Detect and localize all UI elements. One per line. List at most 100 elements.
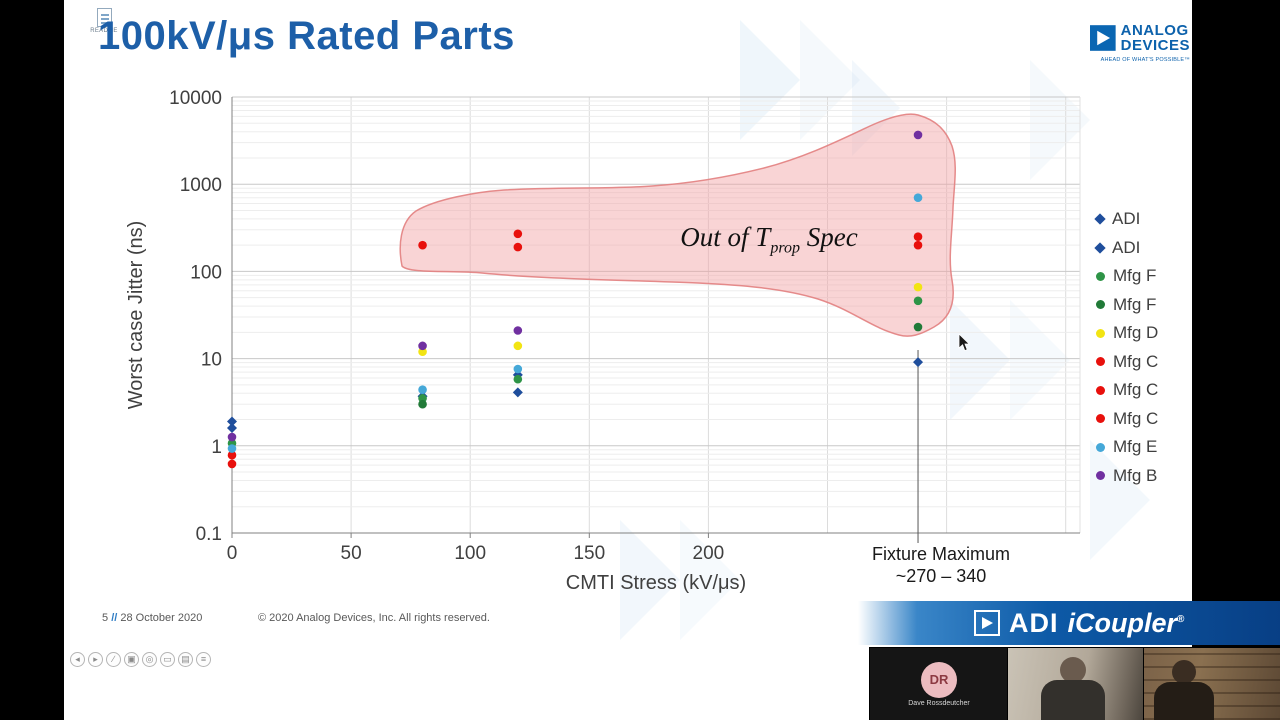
data-point (227, 416, 237, 427)
fixture-maximum-label: Fixture Maximum ~270 – 340 (852, 543, 1030, 587)
control-menu-button[interactable]: ≡ (196, 652, 211, 667)
control-zoom-button[interactable]: ◎ (142, 652, 157, 667)
x-tick-label: 150 (573, 543, 605, 564)
legend-marker (1094, 213, 1106, 225)
y-axis-label: Worst case Jitter (ns) (125, 221, 147, 410)
readme-shortcut[interactable]: README (82, 8, 126, 34)
legend-label: Mfg C (1113, 351, 1159, 371)
y-tick-label: 1000 (180, 175, 222, 196)
legend-label: Mfg C (1113, 408, 1159, 428)
data-point (418, 341, 427, 351)
control-notes-button[interactable]: ▤ (178, 652, 193, 667)
data-point (227, 423, 237, 434)
data-point (418, 385, 427, 394)
participant-tile-dr[interactable]: DR Dave Rossdeutcher (869, 647, 1009, 720)
page-number: 5 (102, 612, 109, 624)
legend-item-mfg-b: Mfg B (1096, 462, 1158, 491)
data-point (913, 193, 923, 203)
legend-marker (1096, 442, 1105, 452)
data-point (913, 232, 923, 241)
legend-label: ADI (1112, 209, 1141, 229)
chart-data-points (227, 130, 924, 469)
x-tick-label: 200 (693, 543, 725, 564)
legend-marker (1096, 300, 1105, 310)
control-highlighter-button[interactable]: ▣ (124, 652, 139, 667)
x-tick-label: 0 (227, 543, 238, 564)
legend-item-adi: ADI (1094, 205, 1158, 234)
chart-axes: 0 50 100 150 200 10000 1000 100 10 1 0.1 (169, 88, 724, 564)
webcam-video-1[interactable] (1007, 647, 1145, 720)
data-point (227, 450, 237, 460)
presentation-slide: README 100kV/μs Rated Parts ANALOG DEVIC… (64, 0, 1192, 648)
data-point (227, 459, 237, 469)
data-point (513, 341, 523, 351)
legend-marker (1096, 414, 1105, 424)
control-pen-button[interactable]: ∕ (106, 652, 121, 667)
y-tick-label: 10000 (169, 88, 222, 109)
fixture-label-line2: ~270 – 340 (895, 566, 987, 586)
legend-label: Mfg C (1113, 380, 1159, 400)
data-point (513, 242, 523, 252)
icoupler-brand-bar: ADI iCoupler® (858, 601, 1280, 645)
data-point (913, 322, 923, 332)
data-point (513, 374, 523, 384)
y-tick-label: 1 (211, 437, 222, 458)
chart-legend: ADI ADI Mfg F Mfg F Mfg D Mfg C Mfg C Mfg C Mfg … (1094, 205, 1159, 491)
mouse-cursor (958, 333, 972, 352)
slide-footer-meta: 5 // 28 October 2020 (102, 612, 202, 624)
icoupler-product-text: iCoupler® (1068, 608, 1185, 639)
data-point (227, 432, 237, 442)
person-silhouette-torso (1154, 682, 1214, 720)
legend-marker (1096, 471, 1105, 481)
icoupler-name: iCoupler (1067, 607, 1178, 638)
legend-label: Mfg E (1113, 437, 1158, 457)
person-silhouette-head (1060, 657, 1086, 683)
legend-label: Mfg D (1113, 323, 1159, 343)
legend-label: Mfg F (1113, 266, 1157, 286)
readme-label: README (90, 28, 118, 34)
data-point (913, 130, 923, 140)
legend-marker (1096, 385, 1105, 395)
data-point (418, 240, 427, 250)
webcam-video-2[interactable] (1143, 647, 1280, 720)
background-triangles (620, 20, 1150, 640)
legend-marker (1096, 357, 1105, 367)
data-point (513, 229, 523, 239)
slide-title: 100kV/μs Rated Parts (98, 14, 515, 58)
legend-item-mfg-c: Mfg C (1096, 376, 1158, 405)
copyright-notice: © 2020 Analog Devices, Inc. All rights r… (258, 612, 490, 624)
chart-gridlines (231, 96, 1081, 534)
legend-item-mfg-f: Mfg F (1096, 262, 1158, 291)
annotation-prefix: Out of T (680, 222, 771, 252)
legend-item-mfg-f: Mfg F (1096, 291, 1158, 320)
legend-item-mfg-c: Mfg C (1096, 348, 1158, 377)
control-next-button[interactable]: ▸ (88, 652, 103, 667)
data-point (227, 444, 237, 453)
registered-mark: ® (1177, 613, 1185, 625)
annotation-subscript: prop (770, 239, 800, 257)
logo-line1: ANALOG (1120, 22, 1189, 39)
legend-item-mfg-e: Mfg E (1096, 433, 1158, 462)
x-tick-label: 50 (341, 543, 362, 564)
legend-marker (1096, 328, 1105, 338)
participant-avatar: DR (921, 661, 957, 698)
control-previous-button[interactable]: ◂ (70, 652, 85, 667)
legend-item-adi: ADI (1094, 234, 1158, 263)
person-silhouette-head (1172, 660, 1196, 684)
y-tick-label: 100 (190, 262, 222, 283)
control-rectangle-select-button[interactable]: ▭ (160, 652, 175, 667)
footer-date: 28 October 2020 (120, 612, 203, 624)
y-tick-label: 10 (201, 350, 222, 371)
adi-triangle-logo-icon-small (974, 610, 1000, 636)
out-of-spec-region (399, 113, 956, 337)
legend-label: Mfg B (1113, 465, 1158, 485)
legend-marker (1096, 271, 1105, 281)
logo-tagline: AHEAD OF WHAT'S POSSIBLE™ (1100, 57, 1190, 63)
x-tick-label: 100 (454, 543, 486, 564)
data-point (512, 387, 523, 398)
cmti-jitter-chart: 0 50 100 150 200 10000 1000 100 10 1 0.1 CMTI Stre… (125, 20, 1150, 640)
data-point (513, 364, 523, 374)
bottom-strip: ◂ ▸ ∕ ▣ ◎ ▭ ▤ ≡ (64, 646, 870, 720)
document-icon (96, 8, 112, 27)
legend-item-mfg-c: Mfg C (1096, 405, 1158, 434)
